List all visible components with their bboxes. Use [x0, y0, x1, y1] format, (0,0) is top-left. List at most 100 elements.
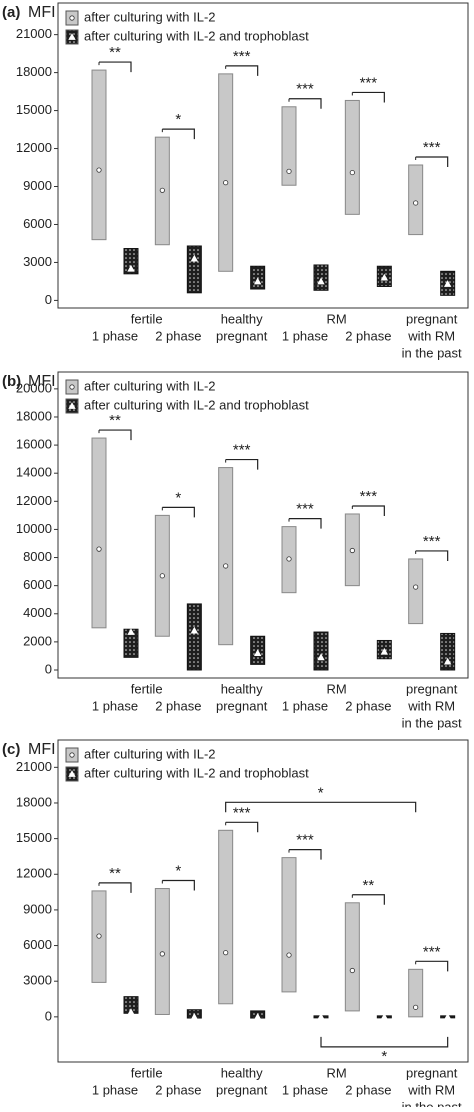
median-marker: [223, 950, 229, 956]
median-marker: [253, 1013, 262, 1020]
x-tick-label: 1 phase: [92, 1082, 138, 1097]
significance-label: ***: [360, 488, 378, 505]
x-tick-label: 1 phase: [282, 698, 328, 713]
x-tick-label: in the past: [402, 715, 462, 730]
x-tick-label: 1 phase: [92, 698, 138, 713]
significance-label: *: [175, 862, 181, 879]
median-marker: [159, 187, 165, 193]
x-tick-label: healthy: [221, 311, 263, 326]
x-group-label: RM: [327, 1065, 347, 1080]
median-marker: [286, 556, 292, 562]
significance-label: *: [175, 489, 181, 506]
x-tick-label: 1 phase: [92, 328, 138, 343]
y-axis-label: MFI: [28, 741, 56, 758]
legend-marker: [68, 402, 76, 409]
significance-label: ***: [233, 48, 251, 65]
bracket: [162, 879, 195, 891]
y-tick-label: 8000: [23, 549, 52, 564]
bracket: [225, 821, 259, 833]
bracket: [225, 458, 259, 470]
x-group-label: fertile: [131, 681, 163, 696]
range-box: [218, 829, 234, 1005]
bracket: [99, 882, 132, 893]
x-tick-label: pregnant: [406, 311, 458, 326]
significance-label: ***: [423, 139, 441, 156]
y-tick-label: 0: [45, 1008, 52, 1023]
x-tick-label: healthy: [221, 1065, 263, 1080]
significance-label: ***: [423, 533, 441, 550]
significance-label: **: [109, 44, 121, 61]
y-tick-label: 21000: [16, 759, 52, 774]
x-tick-label: with RM: [407, 1082, 455, 1097]
y-tick-label: 20000: [16, 380, 52, 395]
y-tick-label: 6000: [23, 937, 52, 952]
range-box: [186, 245, 202, 294]
median-marker: [413, 200, 419, 206]
bracket: [162, 506, 195, 518]
median-marker: [413, 1004, 419, 1010]
range-box: [408, 968, 424, 1018]
y-tick-label: 10000: [16, 521, 52, 536]
range-box: [186, 603, 202, 671]
median-marker: [159, 951, 165, 957]
x-group-label: RM: [327, 681, 347, 696]
significance-label: **: [109, 865, 121, 882]
x-tick-label: pregnant: [216, 698, 268, 713]
median-marker: [253, 649, 262, 657]
significance-label: **: [362, 877, 374, 894]
bracket: [99, 429, 132, 441]
y-tick-label: 0: [45, 661, 52, 676]
median-marker: [413, 584, 419, 590]
x-tick-label: 2 phase: [155, 698, 201, 713]
y-tick-label: 16000: [16, 437, 52, 452]
y-tick-label: 14000: [16, 465, 52, 480]
legend-marker: [68, 770, 76, 777]
plot-frame: [57, 371, 469, 679]
x-tick-label: pregnant: [406, 681, 458, 696]
legend-marker: [69, 752, 75, 758]
median-marker: [443, 1013, 452, 1020]
median-marker: [253, 277, 262, 285]
median-marker: [127, 264, 135, 272]
panel-label: (b): [2, 373, 21, 390]
y-tick-label: 3000: [23, 254, 52, 269]
significance-label: *: [381, 1048, 387, 1065]
median-marker: [127, 1008, 135, 1015]
y-tick-label: 18000: [16, 794, 52, 809]
x-tick-label: in the past: [402, 1099, 462, 1107]
bracket: [99, 61, 132, 73]
bracket: [415, 156, 449, 167]
median-marker: [159, 573, 165, 579]
bracket: [415, 960, 449, 972]
median-marker: [286, 168, 292, 174]
legend-label: after culturing with IL-2: [84, 9, 216, 24]
range-box: [91, 69, 107, 241]
x-tick-label: pregnant: [216, 1082, 268, 1097]
y-tick-label: 2000: [23, 633, 52, 648]
y-tick-label: 21000: [16, 26, 52, 41]
bracket: [352, 505, 385, 516]
median-marker: [96, 933, 102, 939]
x-tick-label: in the past: [402, 345, 462, 360]
median-marker: [349, 547, 355, 554]
y-tick-label: 9000: [23, 901, 52, 916]
range-box: [440, 632, 456, 671]
x-tick-label: healthy: [221, 681, 263, 696]
x-tick-label: pregnant: [216, 328, 268, 343]
significance-label: ***: [360, 74, 378, 91]
median-marker: [190, 626, 199, 634]
median-marker: [317, 277, 325, 285]
y-tick-label: 15000: [16, 830, 52, 845]
y-tick-label: 18000: [16, 408, 52, 423]
bracket: [352, 894, 385, 905]
significance-label: ***: [296, 81, 314, 98]
median-marker: [349, 967, 355, 974]
median-marker: [286, 952, 292, 958]
y-tick-label: 0: [45, 292, 52, 307]
x-tick-label: 2 phase: [345, 328, 391, 343]
legend-label: after culturing with IL-2 and trophoblas…: [84, 765, 309, 780]
median-marker: [190, 254, 199, 262]
y-tick-label: 3000: [23, 973, 52, 988]
significance-label: ***: [296, 832, 314, 849]
